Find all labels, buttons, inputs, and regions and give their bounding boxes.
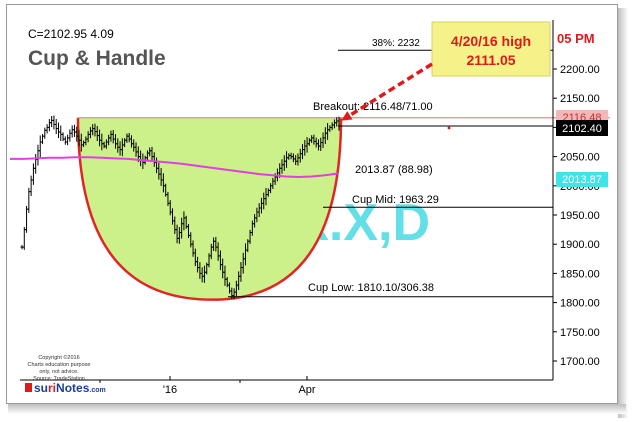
ma-price-tag: 2013.87	[556, 172, 608, 187]
price-bar	[66, 134, 70, 146]
price-bar	[337, 116, 341, 131]
cup-mid-annotation: Cup Mid: 1963.29	[352, 194, 439, 206]
price-bar	[45, 124, 49, 134]
callout-arrow	[341, 62, 433, 121]
frame-shadow-bottom	[8, 404, 626, 414]
breakout-annotation: Breakout: 2116.48/71.00	[313, 101, 433, 113]
price-bar	[63, 136, 67, 145]
y-tick-label: 2200.00	[560, 64, 600, 76]
logo-mark	[25, 383, 32, 392]
y-tick-label: 1950.00	[560, 210, 600, 222]
surinotes-logo[interactable]: suriNotes.com	[25, 381, 106, 395]
price-bar	[34, 154, 38, 174]
price-bar	[47, 118, 51, 132]
price-bar	[54, 119, 58, 135]
cup-outline	[76, 117, 343, 301]
price-bar	[61, 132, 65, 142]
svg-text:suriNotes.com: suriNotes.com	[34, 381, 106, 395]
cup-low-annotation: Cup Low: 1810.10/306.38	[308, 282, 434, 294]
price-bar	[25, 205, 29, 233]
price-bar	[72, 124, 76, 137]
y-tick-label: 1750.00	[560, 327, 600, 339]
copyright-line-2: Charts education purpose	[28, 362, 91, 368]
price-bar	[43, 127, 47, 139]
moving-average-line	[10, 156, 339, 179]
y-tick-label: 1850.00	[560, 268, 600, 280]
frame-shadow	[618, 8, 628, 418]
y-tick-label: 2150.00	[560, 93, 600, 105]
copyright-line-4: Source: TradeStation	[33, 376, 85, 382]
price-bar	[70, 125, 74, 138]
copyright-line-3: only, not advice.	[39, 369, 79, 375]
price-bar	[38, 135, 42, 158]
y-tick-label: 2050.00	[560, 152, 600, 164]
pattern-title: Cup & Handle	[28, 47, 166, 70]
high-callout: 4/20/16 high 2111.05	[341, 21, 551, 121]
price-bar	[50, 116, 54, 128]
partial-time-label: 05 PM	[557, 31, 595, 46]
callout-line-1: 4/20/16 high	[451, 33, 531, 49]
cup-fill	[78, 117, 341, 300]
quote-readout: C=2102.95 4.09	[28, 27, 114, 41]
copyright-line-1: Copyright ©2016	[38, 354, 79, 361]
ma-value-annotation: 2013.87 (88.98)	[355, 164, 433, 176]
price-bar	[56, 122, 60, 139]
price-bar	[52, 115, 56, 130]
marker-dot	[447, 126, 451, 130]
price-bar	[59, 125, 63, 141]
price-bar	[29, 175, 33, 196]
x-tick-label: '16	[163, 384, 177, 396]
svg-text:2013.87: 2013.87	[562, 174, 602, 186]
last-price-tag: 2102.40	[556, 120, 608, 136]
copyright-block: Copyright ©2016 Charts education purpose…	[28, 354, 91, 382]
svg-text:2102.40: 2102.40	[562, 123, 602, 135]
y-tick-label: 1900.00	[560, 239, 600, 251]
price-bar	[22, 226, 26, 250]
x-tick-label: Apr	[298, 384, 315, 396]
price-bar	[68, 129, 72, 142]
price-bar	[41, 134, 45, 145]
fib-38-label: 38%: 2232	[372, 38, 420, 49]
price-bar	[31, 163, 35, 185]
price-bar	[36, 144, 40, 166]
y-tick-label: 1800.00	[560, 298, 600, 310]
callout-line-2: 2111.05	[466, 52, 515, 68]
y-tick-label: 1700.00	[560, 356, 600, 368]
